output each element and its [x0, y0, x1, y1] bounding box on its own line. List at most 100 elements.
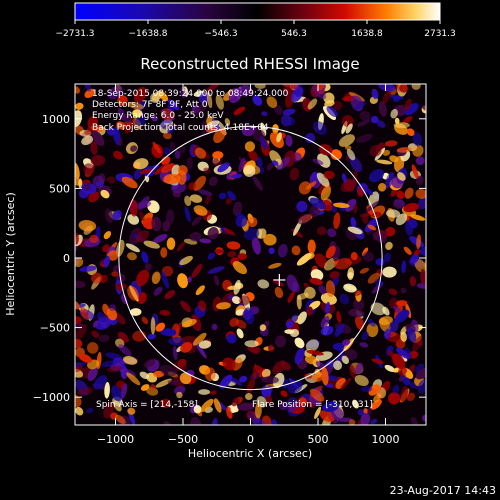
image-blob [395, 347, 411, 359]
image-blob [180, 342, 193, 353]
image-blob [81, 135, 94, 146]
flare-position-label: Flare Position = [-310,631] [252, 400, 373, 410]
image-blob [144, 263, 152, 271]
image-blob [133, 158, 149, 170]
image-blob [204, 367, 216, 382]
image-blob [153, 234, 168, 243]
image-blob [411, 164, 419, 180]
image-blob [75, 86, 81, 94]
image-blob [342, 339, 351, 346]
image-blob [141, 251, 149, 264]
image-blob [344, 145, 352, 150]
image-blob [107, 176, 116, 184]
image-blob [366, 322, 379, 338]
image-blob [371, 358, 384, 365]
image-blob [169, 141, 176, 151]
image-blob [213, 275, 220, 286]
image-blob [360, 412, 371, 425]
image-blob [359, 342, 369, 348]
image-blob [118, 344, 132, 357]
image-blob [134, 201, 152, 209]
image-blob [252, 128, 266, 142]
image-blob [388, 392, 401, 405]
image-blob [208, 176, 218, 187]
y-axis-label: Heliocentric Y (arcsec) [4, 192, 17, 316]
image-blob [392, 384, 400, 394]
image-blob [247, 216, 258, 228]
image-blob [326, 106, 338, 118]
image-blob [383, 253, 392, 263]
image-blob [378, 84, 396, 92]
image-blob [75, 406, 84, 416]
image-blob [163, 173, 181, 185]
image-blob [197, 300, 207, 312]
image-blob [227, 285, 239, 290]
image-blob [320, 316, 330, 328]
image-blob [135, 230, 149, 243]
image-blob [150, 317, 156, 335]
image-blob [275, 335, 287, 348]
image-blob [305, 181, 317, 190]
image-blob [218, 192, 227, 200]
image-blob [374, 279, 384, 288]
image-blob [89, 234, 99, 244]
image-blob [78, 220, 97, 232]
spin-axis-label: Spin Axis = [214,-158] [96, 400, 198, 410]
image-blob [206, 120, 220, 129]
image-blob [373, 393, 382, 403]
image-blob [333, 202, 350, 208]
image-blob [344, 285, 358, 291]
image-blob [325, 301, 331, 314]
image-blob [393, 122, 410, 129]
image-blob [341, 355, 349, 364]
image-blob [357, 119, 370, 127]
image-blob [263, 233, 277, 246]
image-blob [268, 262, 282, 269]
image-blob [268, 247, 275, 254]
image-blob [159, 364, 177, 377]
image-blob [296, 294, 302, 310]
image-blob [265, 395, 273, 404]
image-blob [95, 181, 104, 188]
image-blob [180, 300, 191, 312]
image-blob [192, 102, 208, 116]
image-blob [167, 379, 182, 386]
image-blob [177, 273, 189, 289]
image-blob [261, 368, 271, 378]
image-blob [382, 306, 390, 316]
image-blob [168, 336, 186, 346]
image-blob [213, 128, 226, 144]
image-blob [83, 163, 95, 175]
image-blob [404, 220, 414, 236]
image-blob [198, 189, 213, 196]
image-blob [116, 239, 125, 257]
image-blob [378, 101, 387, 117]
image-blob [406, 327, 417, 343]
image-blob [210, 390, 217, 395]
image-blob [78, 178, 83, 189]
image-blob [233, 106, 246, 116]
image-blob [352, 399, 359, 409]
image-blob [346, 148, 356, 161]
image-blob [238, 84, 253, 97]
image-blob [287, 291, 296, 304]
image-blob [189, 194, 203, 203]
image-blob [92, 320, 99, 328]
image-blob [84, 84, 92, 92]
y-tick-label: 0 [63, 252, 70, 265]
image-blob [392, 353, 406, 370]
image-blob [78, 353, 93, 363]
image-blob [83, 182, 91, 191]
image-blob [163, 132, 172, 140]
image-blob [349, 156, 363, 173]
image-blob [117, 137, 123, 147]
image-blob [252, 176, 263, 191]
image-blob [285, 135, 293, 147]
image-blob [282, 87, 293, 94]
image-blob [413, 249, 421, 256]
image-blob [192, 332, 207, 346]
annotation-block: 18-Sep-2015 08:39:24.000 to 08:49:24.000… [92, 89, 289, 133]
image-blob [111, 385, 122, 402]
image-blob [338, 134, 355, 147]
